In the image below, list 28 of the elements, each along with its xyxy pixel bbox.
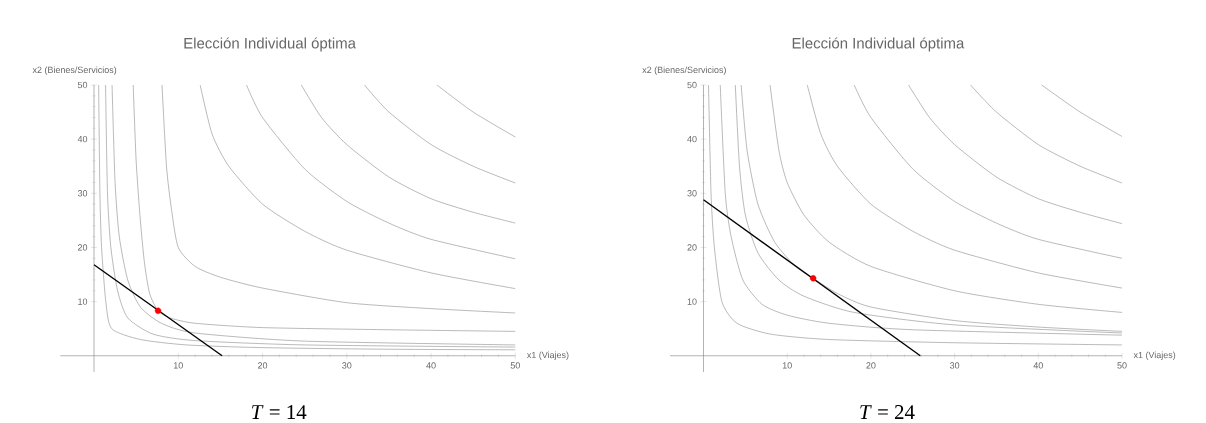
text: T = 24 — [860, 405, 915, 419]
y-tick-label: 10 — [687, 298, 697, 305]
x-tick-label: 10 — [173, 362, 183, 369]
x-axis-title: x1 (Viajes) — [1133, 351, 1176, 360]
x-tick-label: 10 — [782, 362, 792, 369]
x-tick-label: 50 — [510, 362, 520, 369]
x-tick-label: 50 — [1117, 362, 1127, 369]
x-tick-label: 30 — [342, 362, 352, 369]
y-tick-label: 30 — [687, 190, 697, 197]
text: T = 14 — [252, 405, 307, 419]
x-tick-label: 40 — [426, 362, 436, 369]
y-tick-label: 40 — [77, 135, 88, 143]
y-tick-label: 30 — [77, 190, 88, 197]
y-tick-label: 50 — [77, 81, 88, 89]
chart-title: Elección Individual óptima — [792, 37, 965, 52]
x-tick-label: 20 — [866, 362, 876, 369]
x-tick-label: 40 — [1033, 362, 1043, 369]
y-tick-label: 10 — [78, 298, 88, 305]
y-tick-label: 40 — [687, 135, 697, 143]
x-tick-label: 30 — [949, 362, 960, 369]
y-tick-label: 50 — [687, 81, 697, 89]
x-tick-label: 20 — [258, 362, 268, 369]
x-axis-title: x1 (Viajes) — [526, 351, 569, 360]
y-tick-label: 20 — [687, 244, 697, 251]
y-tick-label: 20 — [77, 244, 88, 251]
chart-title: Elección Individual óptima — [184, 37, 356, 52]
y-axis-title: x2 (Bienes/Servicios) — [32, 66, 117, 75]
y-axis-title: x2 (Bienes/Servicios) — [642, 66, 726, 75]
